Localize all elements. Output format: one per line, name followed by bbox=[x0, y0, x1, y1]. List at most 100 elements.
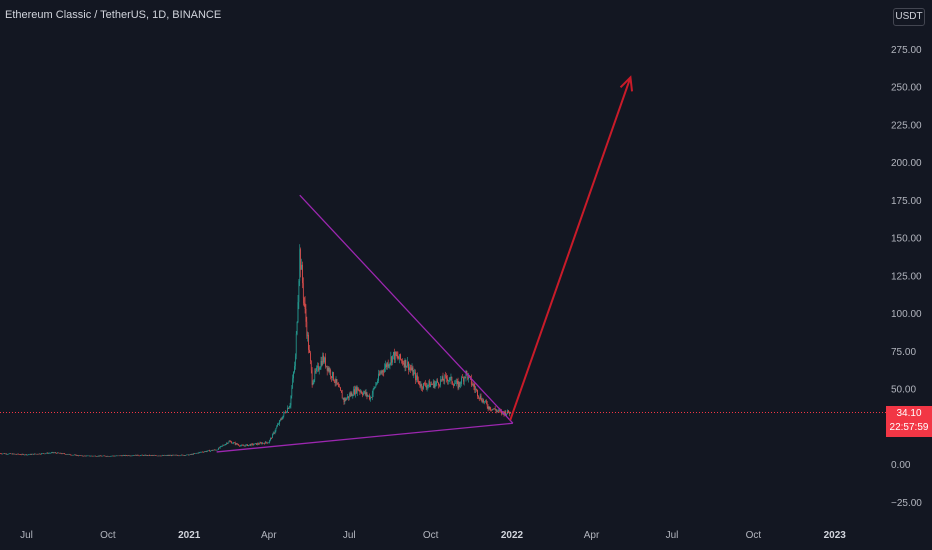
candle-body bbox=[210, 450, 211, 452]
y-tick-label: 225.00 bbox=[891, 120, 922, 131]
candle-body bbox=[459, 382, 461, 385]
candle-body bbox=[249, 444, 251, 446]
candle-body bbox=[122, 455, 124, 457]
candle-body bbox=[168, 455, 170, 456]
candle-body bbox=[391, 356, 393, 363]
candle-body bbox=[366, 392, 368, 397]
candle-body bbox=[218, 447, 219, 450]
candle-body bbox=[332, 372, 333, 379]
candle-body bbox=[288, 406, 290, 409]
y-axis: −25.000.0025.0050.0075.00100.00125.00150… bbox=[891, 45, 922, 509]
candle-body bbox=[313, 379, 315, 383]
candle-body bbox=[216, 449, 217, 451]
candle-body bbox=[144, 454, 146, 456]
candle-body bbox=[495, 409, 497, 412]
candle-body bbox=[319, 367, 321, 370]
x-tick-label: Apr bbox=[584, 530, 600, 541]
candle-body bbox=[137, 454, 139, 456]
candle-body bbox=[19, 454, 21, 455]
candle-body bbox=[406, 366, 408, 368]
candle-body bbox=[359, 390, 361, 392]
candle-body bbox=[250, 443, 252, 446]
candle-body bbox=[492, 408, 493, 411]
candle-body bbox=[156, 455, 157, 457]
candle-body bbox=[160, 455, 162, 457]
candle-body bbox=[508, 410, 509, 413]
candle-body bbox=[295, 333, 297, 357]
candle-body bbox=[402, 363, 404, 364]
candle-body bbox=[151, 455, 153, 456]
candle-body bbox=[58, 452, 59, 454]
candle-body bbox=[189, 454, 191, 455]
candle-body bbox=[42, 453, 44, 454]
candle-body bbox=[310, 352, 311, 362]
candle-body bbox=[361, 391, 363, 394]
candle-body bbox=[427, 384, 429, 386]
candle-body bbox=[219, 446, 221, 448]
candle-body bbox=[365, 392, 367, 395]
candle-body bbox=[204, 451, 206, 452]
candle-body bbox=[157, 455, 159, 457]
candle-body bbox=[376, 383, 378, 385]
candle-body bbox=[279, 420, 280, 425]
x-tick-label: Oct bbox=[100, 530, 116, 541]
candle-body bbox=[371, 393, 373, 398]
candle-body bbox=[76, 455, 78, 456]
candle-body bbox=[476, 389, 477, 391]
candle-body bbox=[412, 367, 414, 376]
y-tick-label: 175.00 bbox=[891, 196, 922, 207]
candle-body bbox=[187, 454, 189, 456]
candle-body bbox=[93, 455, 95, 457]
candle-body bbox=[139, 455, 141, 457]
candle-body bbox=[472, 384, 474, 385]
candle-body bbox=[265, 441, 267, 443]
candle-body bbox=[276, 426, 278, 429]
candle-body bbox=[182, 454, 184, 456]
candle-body bbox=[304, 303, 306, 310]
candle-body bbox=[50, 453, 51, 454]
candle-body bbox=[52, 452, 54, 453]
candle-body bbox=[268, 442, 270, 444]
candle-body bbox=[193, 453, 194, 455]
candle-body bbox=[56, 452, 57, 454]
candle-body bbox=[44, 453, 46, 455]
candle-body bbox=[424, 383, 426, 386]
candle-body bbox=[485, 400, 486, 402]
candle-body bbox=[36, 453, 38, 455]
candle-body bbox=[424, 383, 425, 384]
candle-body bbox=[96, 456, 97, 457]
candle-body bbox=[24, 454, 26, 456]
candle-body bbox=[447, 380, 449, 382]
candle-body bbox=[170, 455, 172, 456]
candle-body bbox=[72, 454, 73, 456]
candle-body bbox=[88, 455, 89, 457]
candle-body bbox=[341, 392, 343, 399]
candle-body bbox=[481, 400, 483, 403]
x-tick-label: Oct bbox=[746, 530, 762, 541]
candle-body bbox=[394, 352, 396, 360]
candle-body bbox=[69, 454, 71, 455]
candle-body bbox=[290, 395, 292, 406]
candle-body bbox=[28, 454, 30, 456]
candle-body bbox=[121, 455, 123, 457]
candle-body bbox=[277, 424, 278, 427]
candle-body bbox=[16, 454, 18, 455]
candle-body bbox=[320, 360, 322, 368]
candle-body bbox=[172, 454, 173, 456]
candle-body bbox=[329, 370, 331, 372]
candle-body bbox=[441, 376, 443, 381]
y-tick-label: −25.00 bbox=[891, 498, 922, 509]
candle-body bbox=[269, 440, 271, 443]
candle-body bbox=[115, 455, 117, 457]
x-tick-label: Jul bbox=[666, 530, 679, 541]
drawings-layer bbox=[216, 75, 634, 453]
candle-body bbox=[499, 409, 500, 411]
candle-body bbox=[403, 363, 405, 367]
candle-body bbox=[271, 434, 273, 439]
currency-unit-button[interactable]: USDT bbox=[893, 8, 925, 26]
y-tick-label: 125.00 bbox=[891, 271, 922, 282]
candle-body bbox=[307, 334, 309, 337]
candle-body bbox=[221, 445, 223, 447]
candle-body bbox=[81, 455, 83, 457]
